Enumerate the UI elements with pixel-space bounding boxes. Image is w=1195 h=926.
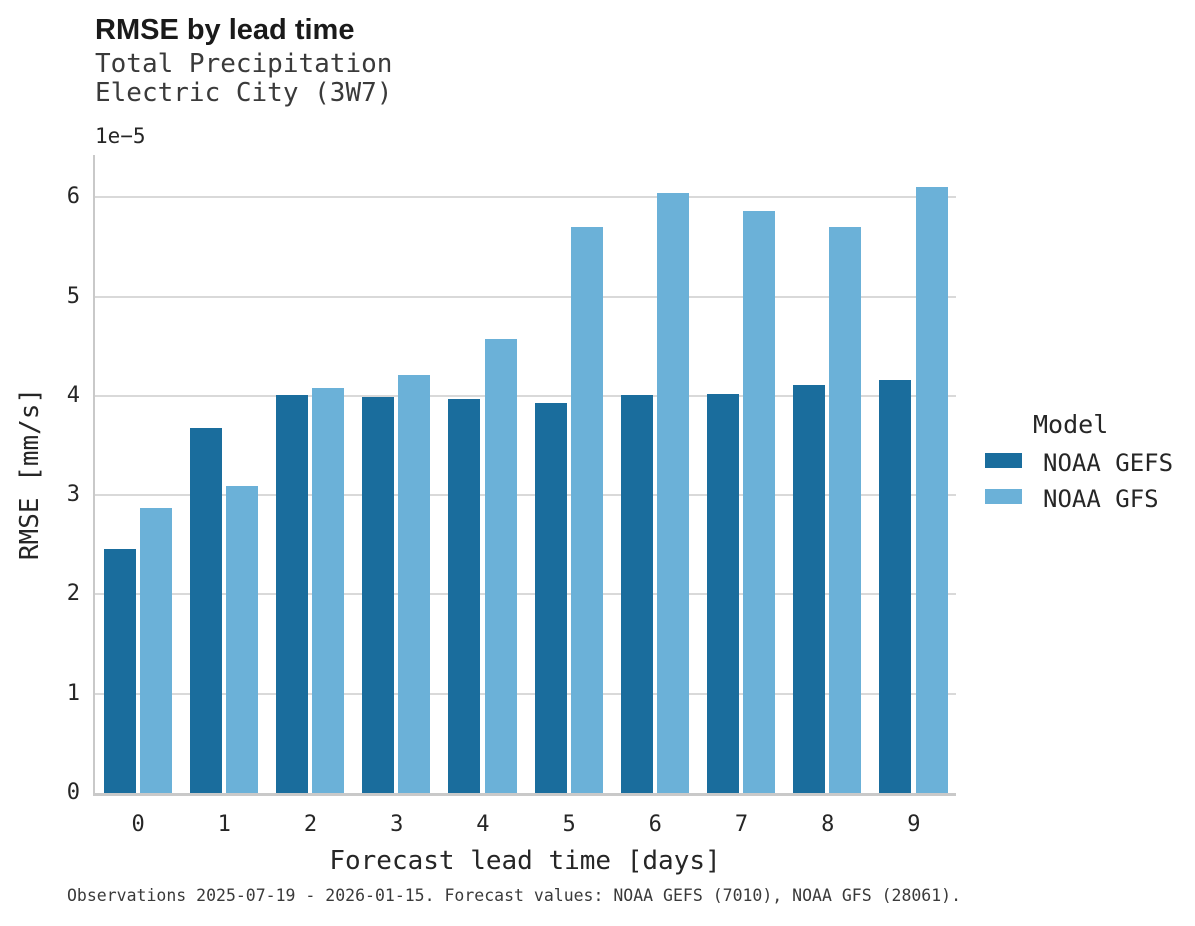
x-tick-label-4: 4 bbox=[476, 812, 490, 837]
bar-noaa-gfs-day-4 bbox=[484, 339, 517, 793]
bar-noaa-gfs-day-9 bbox=[915, 187, 948, 793]
bar-noaa-gfs-day-8 bbox=[829, 227, 862, 793]
x-tick-label-2: 2 bbox=[303, 812, 318, 837]
bar-noaa-gfs-day-3 bbox=[398, 374, 431, 793]
bar-noaa-gefs-day-6 bbox=[620, 394, 653, 793]
gridline-y-1 bbox=[95, 692, 956, 695]
gridline-y-4 bbox=[95, 394, 956, 397]
bar-noaa-gefs-day-7 bbox=[706, 393, 739, 793]
subtitle-line-variable: Total Precipitation bbox=[95, 49, 393, 79]
plot-area bbox=[93, 155, 956, 796]
x-tick-label-3: 3 bbox=[390, 812, 404, 837]
bar-noaa-gefs-day-0 bbox=[103, 548, 136, 793]
subtitle-line-location: Electric City (3W7) bbox=[95, 78, 393, 108]
x-axis-label: Forecast lead time [days] bbox=[329, 846, 721, 876]
x-tick-label-8: 8 bbox=[821, 812, 835, 837]
bar-noaa-gfs-day-7 bbox=[743, 211, 776, 793]
bar-noaa-gefs-day-9 bbox=[879, 379, 912, 793]
chart-subtitle: Total Precipitation Electric City (3W7) bbox=[95, 50, 392, 108]
legend-swatch-noaa-gefs bbox=[985, 453, 1022, 468]
x-tick-label-1: 1 bbox=[217, 812, 231, 837]
gridline-y-3 bbox=[95, 494, 956, 497]
y-tick-label-4: 4 bbox=[66, 382, 80, 408]
bar-noaa-gfs-day-2 bbox=[312, 387, 345, 793]
legend-label-noaa-gefs: NOAA GEFS bbox=[1043, 449, 1174, 477]
bar-noaa-gefs-day-5 bbox=[534, 402, 567, 793]
x-tick-label-5: 5 bbox=[562, 812, 576, 837]
bar-noaa-gefs-day-2 bbox=[275, 394, 308, 793]
legend-title: Model bbox=[1033, 410, 1109, 439]
y-tick-label-1: 1 bbox=[66, 680, 80, 706]
bar-noaa-gfs-day-0 bbox=[139, 508, 172, 793]
x-tick-label-0: 0 bbox=[131, 812, 145, 837]
legend-swatch-noaa-gfs bbox=[985, 489, 1022, 504]
y-tick-label-0: 0 bbox=[66, 780, 80, 805]
y-axis-offset-label: 1e−5 bbox=[95, 124, 146, 148]
y-axis-label: RMSE [mm/s] bbox=[15, 387, 45, 561]
bar-noaa-gefs-day-4 bbox=[448, 398, 481, 793]
chart-title: RMSE by lead time bbox=[95, 14, 355, 46]
x-tick-label-6: 6 bbox=[648, 812, 662, 837]
bar-noaa-gefs-day-3 bbox=[362, 396, 395, 793]
gridline-y-5 bbox=[95, 295, 956, 298]
y-tick-label-2: 2 bbox=[66, 581, 80, 607]
bar-noaa-gfs-day-1 bbox=[226, 486, 258, 793]
y-tick-label-5: 5 bbox=[66, 283, 80, 309]
x-tick-label-7: 7 bbox=[734, 812, 749, 837]
gridline-y-6 bbox=[95, 196, 956, 199]
gridline-y-2 bbox=[95, 593, 956, 596]
bar-noaa-gefs-day-8 bbox=[793, 384, 826, 793]
bar-noaa-gefs-day-1 bbox=[189, 427, 222, 793]
y-tick-label-6: 6 bbox=[66, 184, 80, 210]
bar-noaa-gfs-day-6 bbox=[657, 193, 689, 793]
x-tick-label-9: 9 bbox=[907, 812, 921, 837]
legend-label-noaa-gfs: NOAA GFS bbox=[1043, 485, 1159, 513]
bar-noaa-gfs-day-5 bbox=[570, 227, 603, 793]
caption-observations: Observations 2025-07-19 - 2026-01-15. Fo… bbox=[67, 886, 962, 905]
y-tick-label-3: 3 bbox=[66, 482, 80, 508]
